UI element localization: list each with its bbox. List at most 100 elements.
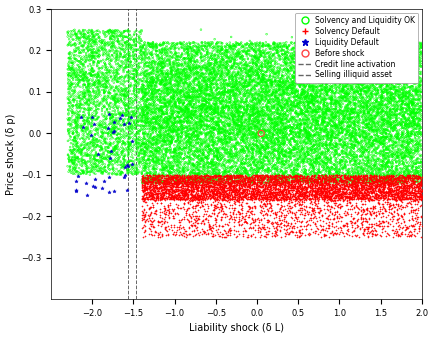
Point: [234, 120, 241, 125]
Point: [367, 188, 374, 194]
Point: [353, 79, 360, 84]
Point: [168, 140, 175, 145]
Point: [135, 65, 142, 70]
Point: [359, 182, 366, 188]
Point: [253, 156, 260, 162]
Point: [85, 153, 92, 158]
Point: [241, 46, 248, 52]
Point: [148, 49, 155, 55]
Point: [330, 140, 337, 146]
Point: [221, 187, 228, 193]
Point: [191, 148, 198, 154]
Point: [254, 187, 261, 193]
Point: [416, 126, 423, 132]
Point: [114, 98, 121, 103]
Point: [146, 93, 153, 98]
Point: [194, 186, 201, 192]
Point: [294, 111, 301, 116]
Point: [99, 81, 106, 86]
Point: [385, 98, 392, 103]
Point: [191, 88, 197, 93]
Point: [189, 131, 196, 136]
Point: [315, 138, 322, 144]
Point: [393, 191, 400, 197]
Point: [347, 121, 354, 127]
Point: [293, 191, 299, 196]
Point: [215, 96, 222, 101]
Point: [315, 98, 322, 103]
Point: [263, 206, 270, 211]
Point: [302, 139, 309, 144]
Point: [323, 136, 330, 141]
Point: [230, 128, 237, 133]
Point: [182, 80, 189, 85]
Point: [259, 129, 266, 134]
Point: [391, 124, 398, 129]
Point: [263, 150, 270, 155]
Point: [275, 156, 282, 161]
Point: [398, 68, 405, 74]
Point: [187, 98, 194, 104]
Point: [220, 194, 227, 199]
Point: [385, 174, 392, 179]
Point: [372, 179, 379, 184]
Point: [177, 176, 184, 181]
Point: [415, 184, 422, 190]
Point: [314, 157, 321, 162]
Point: [316, 179, 323, 184]
Point: [248, 172, 255, 177]
Point: [241, 193, 248, 198]
Point: [198, 176, 205, 181]
Point: [121, 28, 128, 34]
Point: [377, 174, 384, 180]
Point: [350, 134, 357, 140]
Point: [110, 40, 117, 45]
Point: [417, 181, 424, 186]
Point: [342, 96, 349, 101]
Point: [181, 45, 187, 51]
Point: [345, 144, 352, 150]
Point: [375, 183, 382, 189]
Point: [236, 185, 243, 191]
Point: [194, 172, 201, 177]
Point: [199, 199, 206, 205]
Point: [184, 216, 191, 222]
Point: [232, 127, 239, 132]
Point: [247, 73, 254, 79]
Point: [391, 181, 398, 187]
Point: [161, 82, 168, 87]
Point: [206, 185, 213, 190]
Point: [261, 203, 268, 208]
Point: [145, 156, 151, 162]
Point: [335, 116, 342, 121]
Point: [76, 28, 82, 34]
Point: [410, 96, 417, 102]
Point: [304, 183, 311, 188]
Point: [258, 92, 265, 98]
Point: [214, 111, 221, 116]
Point: [253, 173, 260, 178]
Point: [178, 129, 185, 135]
Point: [250, 178, 256, 183]
Point: [389, 188, 396, 194]
Point: [194, 200, 201, 206]
Point: [176, 187, 183, 193]
Point: [351, 178, 358, 183]
Point: [379, 77, 386, 83]
Point: [318, 48, 325, 53]
Point: [293, 174, 300, 179]
Point: [410, 187, 417, 193]
Point: [97, 80, 104, 85]
Point: [145, 115, 151, 120]
Point: [274, 81, 281, 86]
Point: [217, 153, 224, 158]
Point: [92, 84, 99, 89]
Point: [407, 174, 414, 179]
Point: [93, 137, 100, 142]
Point: [147, 83, 154, 88]
Point: [100, 47, 107, 52]
Point: [190, 161, 197, 167]
Point: [389, 218, 396, 223]
Point: [224, 175, 230, 180]
Point: [366, 179, 373, 185]
